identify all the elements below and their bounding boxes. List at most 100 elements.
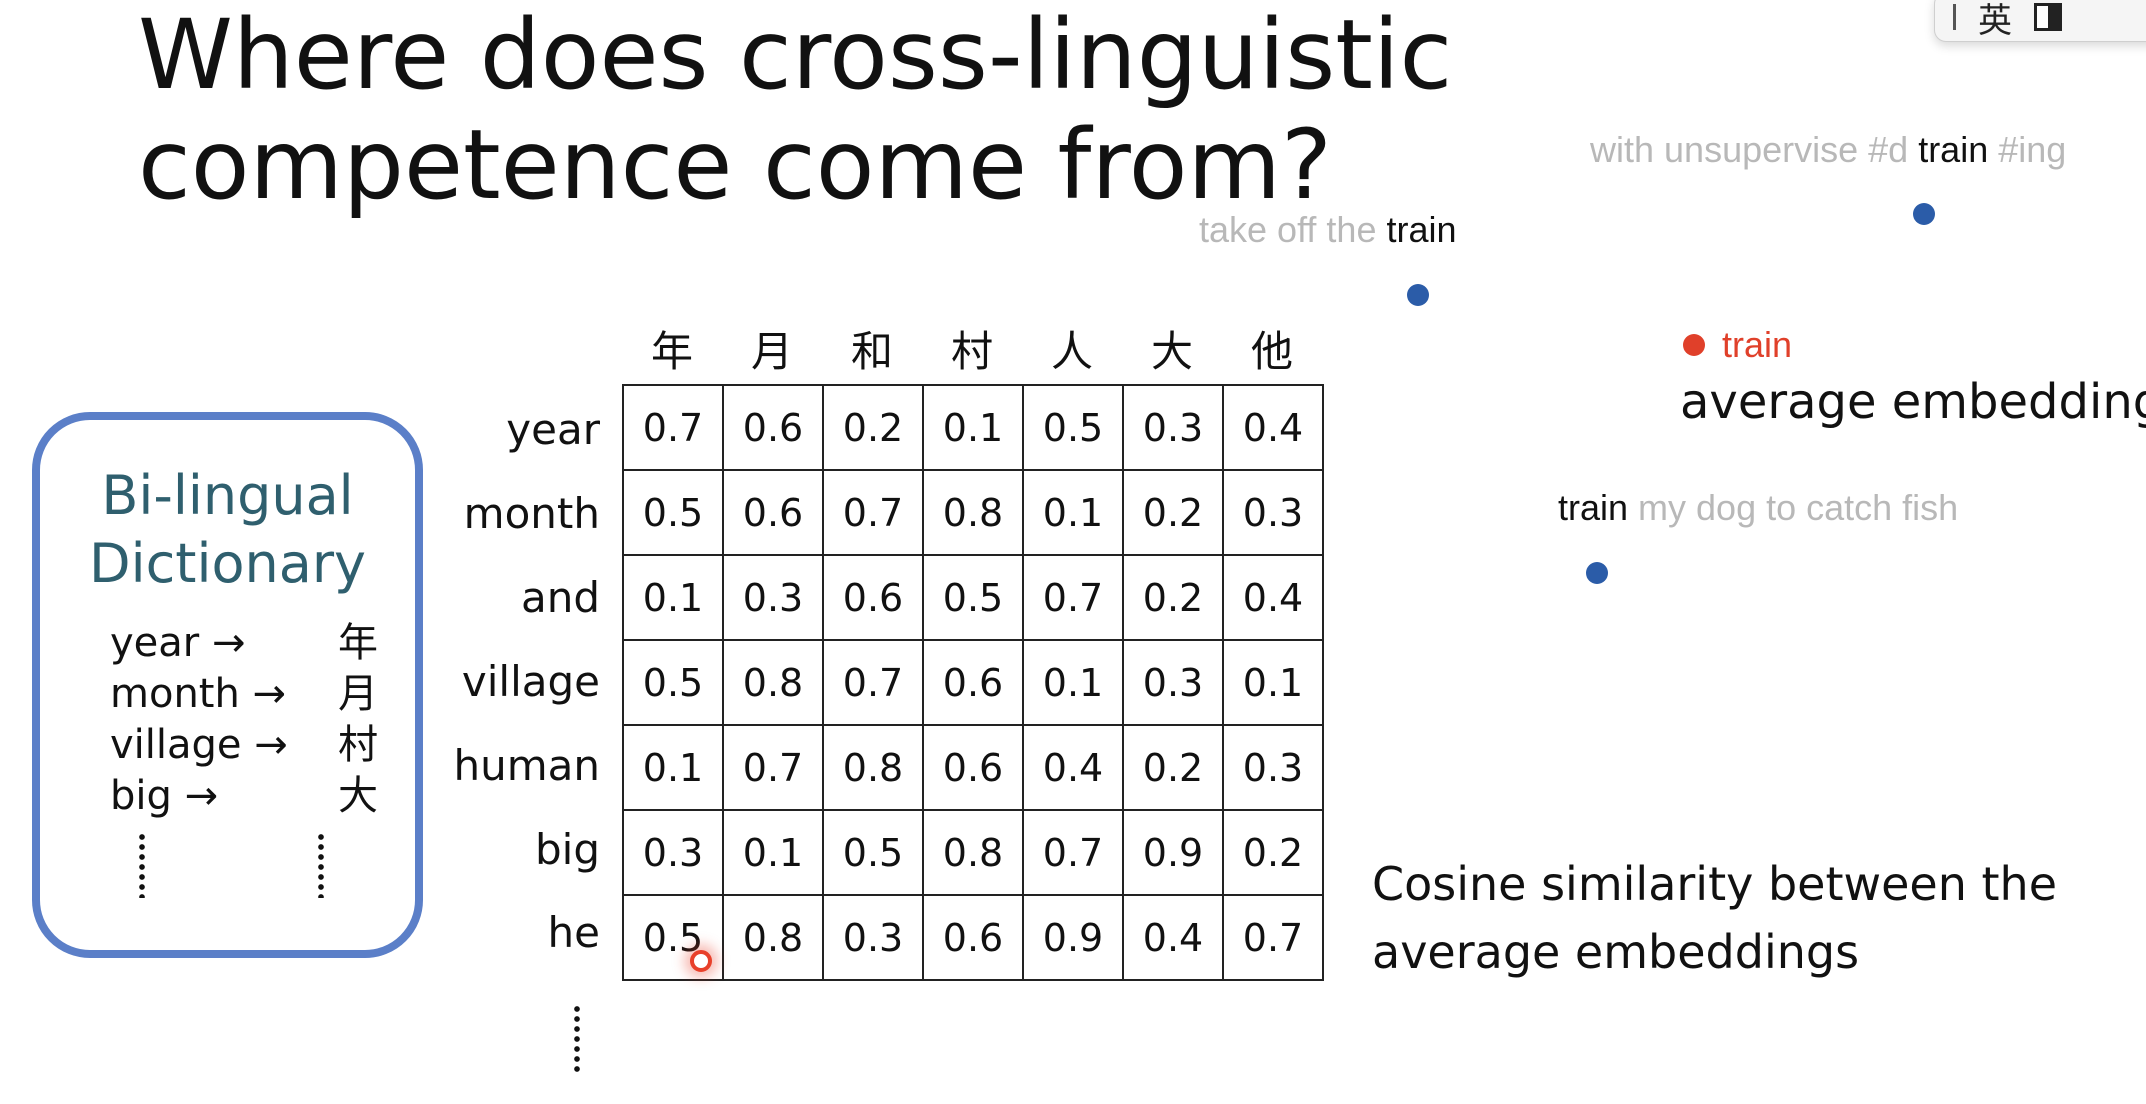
matrix-cell: 0.8 xyxy=(722,639,824,726)
matrix-cell: 0.3 xyxy=(1222,724,1324,811)
dictionary-entry-english: month → xyxy=(110,671,287,717)
matrix-cell: 0.3 xyxy=(1122,384,1224,471)
matrix-cell: 0.4 xyxy=(1222,384,1324,471)
ellipsis-dots-rows xyxy=(574,1004,580,1074)
context-text: take off the xyxy=(1199,209,1387,250)
row-header: year xyxy=(506,405,600,454)
context-text: #ing xyxy=(1988,129,2067,170)
row-header: human xyxy=(453,741,600,790)
similarity-matrix: 0.7 0.6 0.2 0.1 0.5 0.3 0.4 0.5 0.6 0.7 … xyxy=(622,384,1324,981)
matrix-cell: 0.7 xyxy=(822,639,924,726)
mouse-cursor-indicator xyxy=(690,950,712,972)
ime-language-button[interactable]: 英 xyxy=(1978,0,2012,41)
matrix-cell: 0.3 xyxy=(822,894,924,981)
table-row: 0.1 0.7 0.8 0.6 0.4 0.2 0.3 xyxy=(622,724,1324,811)
table-row: 0.5 0.6 0.7 0.8 0.1 0.2 0.3 xyxy=(622,469,1324,556)
dictionary-title: Bi-lingual Dictionary xyxy=(89,464,366,595)
matrix-cell: 0.8 xyxy=(822,724,924,811)
context-text: my dog to catch fish xyxy=(1628,487,1959,528)
row-header: he xyxy=(547,908,600,957)
embedding-point xyxy=(1407,284,1429,306)
cosine-similarity-caption: Cosine similarity between the average em… xyxy=(1372,857,2057,979)
dictionary-entry-english: big → xyxy=(110,773,219,819)
matrix-cell: 0.7 xyxy=(622,384,724,471)
matrix-cell: 0.7 xyxy=(1022,554,1124,641)
matrix-cell: 0.2 xyxy=(1122,554,1224,641)
matrix-cell: 0.9 xyxy=(1122,809,1224,896)
matrix-cell: 0.6 xyxy=(922,724,1024,811)
dictionary-entry: year → 年 xyxy=(110,618,390,669)
dictionary-entry-english: year → xyxy=(110,620,246,666)
matrix-cell: 0.6 xyxy=(722,384,824,471)
dictionary-entry-chinese: 月 xyxy=(338,671,378,717)
matrix-cell: 0.4 xyxy=(1222,554,1324,641)
matrix-cell: 0.8 xyxy=(722,894,824,981)
dictionary-entry-chinese: 年 xyxy=(338,620,378,666)
column-header: 和 xyxy=(850,327,893,376)
dictionary-entry: month → 月 xyxy=(110,669,390,720)
slide-title: Where does cross-linguistic competence c… xyxy=(138,0,1453,221)
table-row: 0.1 0.3 0.6 0.5 0.7 0.2 0.4 xyxy=(622,554,1324,641)
embedding-point xyxy=(1913,203,1935,225)
table-row: 0.3 0.1 0.5 0.8 0.7 0.9 0.2 xyxy=(622,809,1324,896)
matrix-cell: 0.5 xyxy=(922,554,1024,641)
context-label-take-off: take off the train xyxy=(1199,208,1457,252)
context-label-unsupervised: with unsupervise #d train #ing xyxy=(1590,128,2066,172)
matrix-cell: 0.5 xyxy=(1022,384,1124,471)
ellipsis-dots-chinese xyxy=(318,832,324,898)
average-embedding-point xyxy=(1683,334,1705,356)
context-word: train xyxy=(1918,129,1989,170)
column-header: 人 xyxy=(1050,327,1093,376)
dictionary-entry: village → 村 xyxy=(110,720,390,771)
row-header: month xyxy=(463,489,600,538)
matrix-cell: 0.1 xyxy=(722,809,824,896)
matrix-cell: 0.2 xyxy=(822,384,924,471)
matrix-cell: 0.3 xyxy=(1122,639,1224,726)
matrix-cell: 0.3 xyxy=(1222,469,1324,556)
table-row: 0.5 0.8 0.7 0.6 0.1 0.3 0.1 xyxy=(622,639,1324,726)
matrix-cell: 0.7 xyxy=(1222,894,1324,981)
column-header: 月 xyxy=(750,327,793,376)
dictionary-entry-chinese: 村 xyxy=(338,722,378,768)
ime-toolbar[interactable]: 英 xyxy=(1934,0,2146,42)
dictionary-entry-chinese: 大 xyxy=(338,773,378,819)
column-header: 年 xyxy=(650,327,693,376)
column-header: 大 xyxy=(1150,327,1193,376)
matrix-cell: 0.9 xyxy=(1022,894,1124,981)
matrix-cell: 0.3 xyxy=(722,554,824,641)
context-text: with unsupervise #d xyxy=(1590,129,1919,170)
dictionary-entry-english: village → xyxy=(110,722,288,768)
matrix-cell: 0.7 xyxy=(722,724,824,811)
context-label-train-dog: train my dog to catch fish xyxy=(1558,486,1958,530)
row-header: and xyxy=(520,573,600,622)
column-header: 村 xyxy=(950,327,993,376)
table-row: 0.7 0.6 0.2 0.1 0.5 0.3 0.4 xyxy=(622,384,1324,471)
dictionary-entries: year → 年 month → 月 village → 村 big → 大 xyxy=(110,618,390,822)
matrix-cell: 0.7 xyxy=(1022,809,1124,896)
matrix-cell: 0.4 xyxy=(1122,894,1224,981)
matrix-cell: 0.1 xyxy=(1222,639,1324,726)
matrix-cell: 0.1 xyxy=(1022,639,1124,726)
matrix-cell: 0.4 xyxy=(1022,724,1124,811)
half-width-icon[interactable] xyxy=(2034,3,2062,31)
toolbar-grip-icon[interactable] xyxy=(1953,4,1956,30)
row-header: village xyxy=(461,657,600,706)
ellipsis-dots-english xyxy=(139,832,145,898)
matrix-cell: 0.7 xyxy=(822,469,924,556)
matrix-cell: 0.5 xyxy=(822,809,924,896)
average-embeddings-label: average embeddings xyxy=(1680,374,2146,430)
table-row: 0.5 0.8 0.3 0.6 0.9 0.4 0.7 xyxy=(622,894,1324,981)
matrix-cell: 0.8 xyxy=(922,809,1024,896)
matrix-cell: 0.1 xyxy=(622,724,724,811)
matrix-cell: 0.8 xyxy=(922,469,1024,556)
matrix-cell: 0.6 xyxy=(922,894,1024,981)
matrix-cell: 0.1 xyxy=(1022,469,1124,556)
matrix-cell: 0.6 xyxy=(922,639,1024,726)
embedding-point xyxy=(1586,562,1608,584)
matrix-cell: 0.5 xyxy=(622,469,724,556)
matrix-cell: 0.1 xyxy=(922,384,1024,471)
matrix-cell: 0.2 xyxy=(1122,469,1224,556)
column-header: 他 xyxy=(1250,327,1293,376)
matrix-cell: 0.2 xyxy=(1222,809,1324,896)
matrix-cell: 0.6 xyxy=(822,554,924,641)
